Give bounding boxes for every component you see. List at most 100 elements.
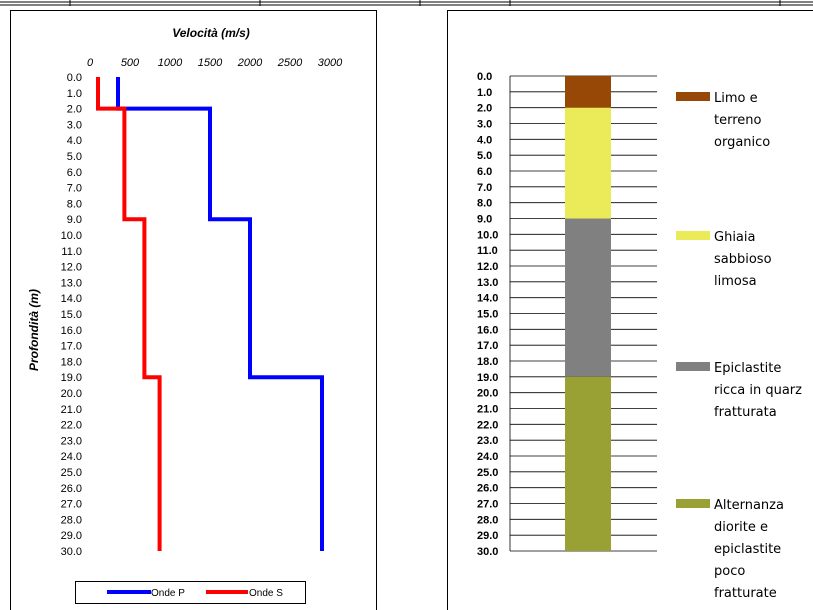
y-tick-label: 26.0 <box>61 483 82 495</box>
y-tick-label: 17.0 <box>61 341 82 353</box>
y-tick-label: 14.0 <box>477 293 498 305</box>
legend-box <box>75 581 306 604</box>
y-tick-label: 24.0 <box>477 451 498 463</box>
y-tick-label: 29.0 <box>477 530 498 542</box>
y-tick-label: 20.0 <box>477 388 498 400</box>
table-remnant <box>0 0 813 6</box>
x-tick-label: 500 <box>121 57 140 69</box>
y-tick-label: 4.0 <box>67 135 82 147</box>
legend-label-ghiaia: limosa <box>714 274 757 289</box>
y-axis-label: Profondità (m) <box>27 289 41 371</box>
y-tick-label: 5.0 <box>67 151 82 163</box>
y-tick-label: 27.0 <box>61 499 82 511</box>
y-tick-label: 13.0 <box>477 277 498 289</box>
y-tick-label: 11.0 <box>477 245 498 257</box>
legend-label-epiclastite: ricca in quarz <box>714 383 802 398</box>
y-tick-label: 29.0 <box>61 530 82 542</box>
y-tick-labels: 0.0 1.0 2.0 3.0 4.0 5.0 6.0 7.0 8.0 9.0 10.0 11.0 12… <box>477 71 498 558</box>
y-tick-label: 9.0 <box>477 214 492 226</box>
legend-label-ghiaia: sabbioso <box>714 252 772 267</box>
y-tick-label: 18.0 <box>61 356 82 368</box>
y-tick-label: 1.0 <box>67 88 82 100</box>
legend-swatch-alternanza <box>676 499 710 508</box>
y-tick-label: 25.0 <box>477 467 498 479</box>
y-tick-label: 9.0 <box>67 214 82 226</box>
y-tick-label: 17.0 <box>477 340 498 352</box>
series-line-onde-p <box>116 77 324 551</box>
y-tick-label: 6.0 <box>477 166 492 178</box>
y-tick-label: 16.0 <box>477 324 498 336</box>
y-tick-labels: 0.0 1.0 2.0 3.0 4.0 5.0 6.0 7.0 8.0 9.0 10.0 11.0 12… <box>61 72 82 558</box>
velocity-chart: Velocità (m/s) 0 500 1000 1500 2000 2500 3000 … <box>27 26 343 604</box>
y-tick-label: 23.0 <box>61 435 82 447</box>
legend-label-alternanza: Alternanza <box>714 498 784 513</box>
y-tick-label: 12.0 <box>61 262 82 274</box>
gridlines <box>509 75 657 552</box>
x-tick-label: 2500 <box>277 57 303 69</box>
y-tick-label: 26.0 <box>477 483 498 495</box>
y-tick-label: 3.0 <box>477 119 492 131</box>
y-tick-label: 22.0 <box>61 420 82 432</box>
y-tick-label: 12.0 <box>477 261 498 273</box>
x-tick-labels: 0 500 1000 1500 2000 2500 3000 <box>87 57 343 69</box>
y-tick-label: 20.0 <box>61 388 82 400</box>
y-tick-label: 23.0 <box>477 435 498 447</box>
y-tick-label: 5.0 <box>477 150 492 162</box>
velocity-panel-frame <box>10 10 377 610</box>
y-tick-label: 18.0 <box>477 356 498 368</box>
y-tick-label: 30.0 <box>61 546 82 558</box>
legend-label-ghiaia: Ghiaia <box>714 230 755 245</box>
legend-swatch-limo <box>676 92 710 101</box>
layer-ghiaia <box>565 107 611 219</box>
layer-alternanza <box>565 376 611 551</box>
stratigraphy-legend: Limo e terreno organico Ghiaia sabbioso limos… <box>676 91 802 601</box>
y-tick-label: 13.0 <box>61 277 82 289</box>
plot-area <box>96 77 324 551</box>
legend-swatch-ghiaia <box>676 231 710 240</box>
x-tick-label: 3000 <box>318 57 343 69</box>
y-tick-label: 28.0 <box>477 514 498 526</box>
layers <box>565 76 611 551</box>
velocity-chart-title: Velocità (m/s) <box>172 26 250 40</box>
legend-label-alternanza: epiclastite <box>714 542 781 557</box>
y-tick-label: 22.0 <box>477 419 498 431</box>
y-tick-label: 21.0 <box>61 404 82 416</box>
y-tick-label: 21.0 <box>477 404 498 416</box>
y-tick-label: 7.0 <box>67 183 82 195</box>
y-tick-label: 10.0 <box>477 229 498 241</box>
legend-swatch-epiclastite <box>676 362 710 371</box>
layer-limo <box>565 76 611 108</box>
legend-label-limo: Limo e <box>714 91 758 106</box>
series-line-onde-s <box>96 77 162 551</box>
y-tick-label: 6.0 <box>67 167 82 179</box>
layer-epiclastite <box>565 218 611 377</box>
y-tick-label: 27.0 <box>477 499 498 511</box>
y-tick-label: 0.0 <box>477 71 492 83</box>
legend-label-epiclastite: Epiclastite <box>714 361 781 376</box>
stratigraphy-chart: 0.0 1.0 2.0 3.0 4.0 5.0 6.0 7.0 8.0 9.0 10.0 11.0 12… <box>477 71 802 601</box>
y-tick-label: 19.0 <box>61 372 82 384</box>
legend-label-limo: organico <box>714 135 770 150</box>
stratigraphy-panel-frame <box>447 10 813 610</box>
y-tick-label: 11.0 <box>61 246 82 258</box>
y-tick-label: 10.0 <box>61 230 82 242</box>
y-tick-label: 15.0 <box>61 309 82 321</box>
x-tick-label: 2000 <box>237 57 263 69</box>
y-tick-label: 25.0 <box>61 467 82 479</box>
y-tick-label: 15.0 <box>477 309 498 321</box>
y-tick-label: 7.0 <box>477 182 492 194</box>
x-tick-label: 0 <box>87 57 94 69</box>
x-tick-label: 1000 <box>158 57 183 69</box>
y-tick-label: 30.0 <box>477 546 498 558</box>
legend-label-limo: terreno <box>714 113 762 128</box>
legend-label-alternanza: diorite e <box>714 520 768 535</box>
y-tick-label: 2.0 <box>477 103 492 115</box>
legend-label-onde-p: Onde P <box>151 588 185 599</box>
y-tick-label: 4.0 <box>477 134 492 146</box>
y-tick-label: 14.0 <box>61 293 82 305</box>
y-tick-label: 24.0 <box>61 451 82 463</box>
x-tick-label: 1500 <box>198 57 223 69</box>
chart-legend: Onde P Onde S <box>75 581 306 604</box>
y-tick-label: 8.0 <box>67 198 82 210</box>
y-tick-label: 1.0 <box>477 87 492 99</box>
